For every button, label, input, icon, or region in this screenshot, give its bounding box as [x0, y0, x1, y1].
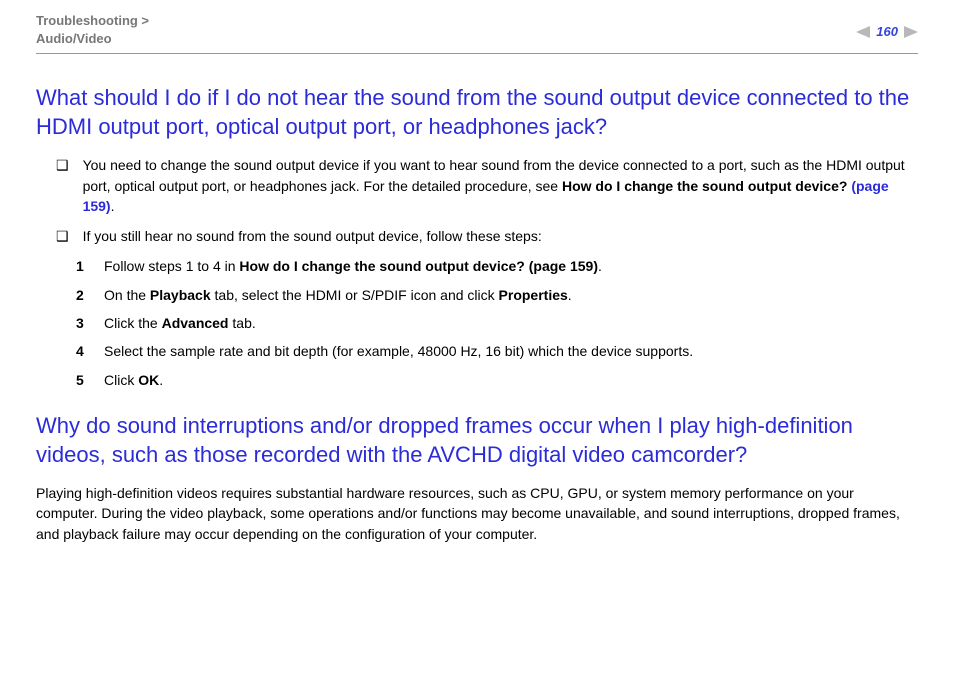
- list-item: ❑ If you still hear no sound from the so…: [56, 226, 918, 246]
- step-text: Click the: [104, 315, 162, 331]
- step-number: 2: [76, 285, 90, 305]
- step-bold: Playback: [150, 287, 211, 303]
- page-link[interactable]: (page 159): [529, 258, 598, 274]
- step-body: On the Playback tab, select the HDMI or …: [104, 285, 572, 305]
- step-text: .: [159, 372, 163, 388]
- step-item: 5 Click OK.: [76, 370, 918, 390]
- next-page-arrow-icon[interactable]: [904, 26, 918, 38]
- step-text: .: [598, 258, 602, 274]
- step-number: 1: [76, 256, 90, 276]
- step-body: Follow steps 1 to 4 in How do I change t…: [104, 256, 602, 276]
- step-text: Click: [104, 372, 138, 388]
- step-body: Click OK.: [104, 370, 163, 390]
- step-number: 3: [76, 313, 90, 333]
- bullet-icon: ❑: [56, 226, 69, 246]
- bullet-after: .: [111, 198, 115, 214]
- step-text: tab.: [229, 315, 256, 331]
- question-2-heading: Why do sound interruptions and/or droppe…: [36, 412, 918, 469]
- list-item: ❑ You need to change the sound output de…: [56, 155, 918, 216]
- breadcrumb: Troubleshooting > Audio/Video: [36, 12, 149, 47]
- question-2-body: Playing high-definition videos requires …: [36, 483, 918, 544]
- pager: 160: [856, 24, 918, 39]
- step-text: Select the sample rate and bit depth (fo…: [104, 343, 693, 359]
- steps-list: 1 Follow steps 1 to 4 in How do I change…: [76, 256, 918, 389]
- step-bold: How do I change the sound output device?: [239, 258, 528, 274]
- step-body: Select the sample rate and bit depth (fo…: [104, 341, 693, 361]
- question-1-heading: What should I do if I do not hear the so…: [36, 84, 918, 141]
- content: What should I do if I do not hear the so…: [36, 54, 918, 544]
- step-text: Follow steps 1 to 4 in: [104, 258, 239, 274]
- breadcrumb-line1: Troubleshooting >: [36, 12, 149, 30]
- prev-page-arrow-icon[interactable]: [856, 26, 870, 38]
- step-body: Click the Advanced tab.: [104, 313, 256, 333]
- step-item: 1 Follow steps 1 to 4 in How do I change…: [76, 256, 918, 276]
- step-bold: Properties: [499, 287, 568, 303]
- step-text: On the: [104, 287, 150, 303]
- page-header: Troubleshooting > Audio/Video 160: [36, 0, 918, 47]
- step-item: 3 Click the Advanced tab.: [76, 313, 918, 333]
- bullet-body: If you still hear no sound from the soun…: [83, 226, 918, 246]
- bullet-text: If you still hear no sound from the soun…: [83, 228, 542, 244]
- bullet-list-1: ❑ You need to change the sound output de…: [56, 155, 918, 246]
- step-text: .: [568, 287, 572, 303]
- step-text: tab, select the HDMI or S/PDIF icon and …: [211, 287, 499, 303]
- step-bold: Advanced: [162, 315, 229, 331]
- breadcrumb-line2: Audio/Video: [36, 30, 149, 48]
- step-number: 4: [76, 341, 90, 361]
- step-item: 2 On the Playback tab, select the HDMI o…: [76, 285, 918, 305]
- bullet-icon: ❑: [56, 155, 69, 216]
- step-item: 4 Select the sample rate and bit depth (…: [76, 341, 918, 361]
- bullet-body: You need to change the sound output devi…: [83, 155, 918, 216]
- step-bold: OK: [138, 372, 159, 388]
- link-text-bold: How do I change the sound output device?: [562, 178, 851, 194]
- step-number: 5: [76, 370, 90, 390]
- page-number: 160: [876, 24, 898, 39]
